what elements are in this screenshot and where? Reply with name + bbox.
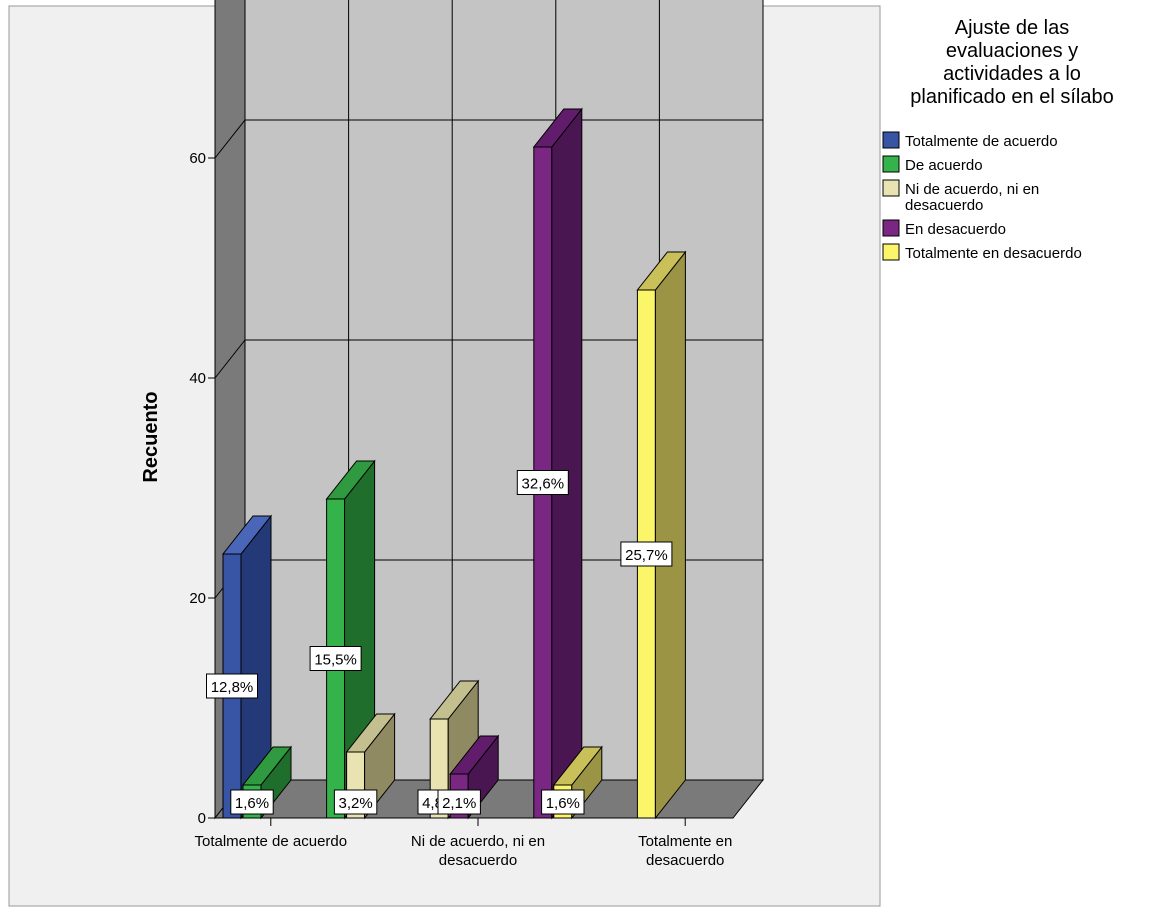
bar-top <box>345 713 396 753</box>
data-label: 1,6% <box>541 789 585 815</box>
legend-label: En desacuerdo <box>905 221 1006 238</box>
y-tick-label: 40 <box>189 370 206 387</box>
bar-top <box>532 108 583 148</box>
data-label: 3,2% <box>333 789 378 815</box>
data-label: 32,6% <box>516 470 569 495</box>
legend-label: desacuerdo <box>905 197 983 214</box>
data-label-text: 3,2% <box>338 795 372 812</box>
legend-swatch <box>882 219 900 237</box>
data-label-text: 1,6% <box>546 795 580 812</box>
legend-title: Ajuste de las <box>955 17 1070 39</box>
bar-top <box>552 746 603 786</box>
data-label: 15,5% <box>309 646 362 671</box>
legend-title: evaluaciones y <box>946 40 1078 62</box>
data-label: 25,7% <box>620 541 673 567</box>
bar-top <box>325 460 376 500</box>
gridline-wall <box>214 339 246 379</box>
data-label-text: 1,6% <box>235 795 269 812</box>
data-label: 12,8% <box>206 673 258 699</box>
bar-side <box>551 107 583 820</box>
data-label-box <box>437 789 481 815</box>
y-tick-label: 60 <box>189 150 206 167</box>
legend-swatch <box>882 131 900 149</box>
data-label: 2,1% <box>437 789 481 815</box>
gridline-wall <box>214 119 246 159</box>
data-label-box <box>516 470 569 495</box>
x-tick-label: Totalmente de acuerdo <box>194 833 347 850</box>
y-axis-title: Recuento <box>140 391 162 482</box>
y-tick-label: 0 <box>198 810 206 827</box>
data-label-text: 15,5% <box>314 652 357 669</box>
data-label-text: 2,1% <box>442 795 476 812</box>
data-label-text: 25,7% <box>625 547 668 564</box>
legend-swatch <box>882 155 900 173</box>
legend-swatch <box>882 243 900 261</box>
legend-label: Totalmente en desacuerdo <box>905 245 1082 262</box>
data-label-text: 32,6% <box>522 476 565 493</box>
y-tick-label: 20 <box>189 590 206 607</box>
bar-top <box>449 735 500 775</box>
x-tick-label: desacuerdo <box>439 852 517 869</box>
x-tick-label: Ni de acuerdo, ni en <box>411 833 545 850</box>
data-label: 1,6% <box>230 789 274 815</box>
bar-top <box>221 515 273 555</box>
data-label-box <box>541 789 585 815</box>
legend-title: actividades a lo <box>943 63 1081 85</box>
legend-label: De acuerdo <box>905 157 983 174</box>
data-label-box <box>620 541 673 567</box>
legend-swatch <box>882 179 900 197</box>
bar-top <box>429 680 480 720</box>
legend-label: Totalmente de acuerdo <box>905 133 1058 150</box>
legend-label: Ni de acuerdo, ni en <box>905 181 1039 198</box>
data-label-box <box>230 789 274 815</box>
data-label-text: 12,8% <box>211 679 254 696</box>
bar-top <box>636 251 687 291</box>
x-tick-label: Totalmente en <box>638 833 732 850</box>
data-label-box <box>206 673 258 699</box>
bar-top <box>241 746 293 786</box>
data-label-box <box>333 789 378 815</box>
bar-side <box>654 250 686 820</box>
x-tick-label: desacuerdo <box>646 852 724 869</box>
data-label-box <box>309 646 362 671</box>
legend-title: planificado en el sílabo <box>910 86 1113 108</box>
